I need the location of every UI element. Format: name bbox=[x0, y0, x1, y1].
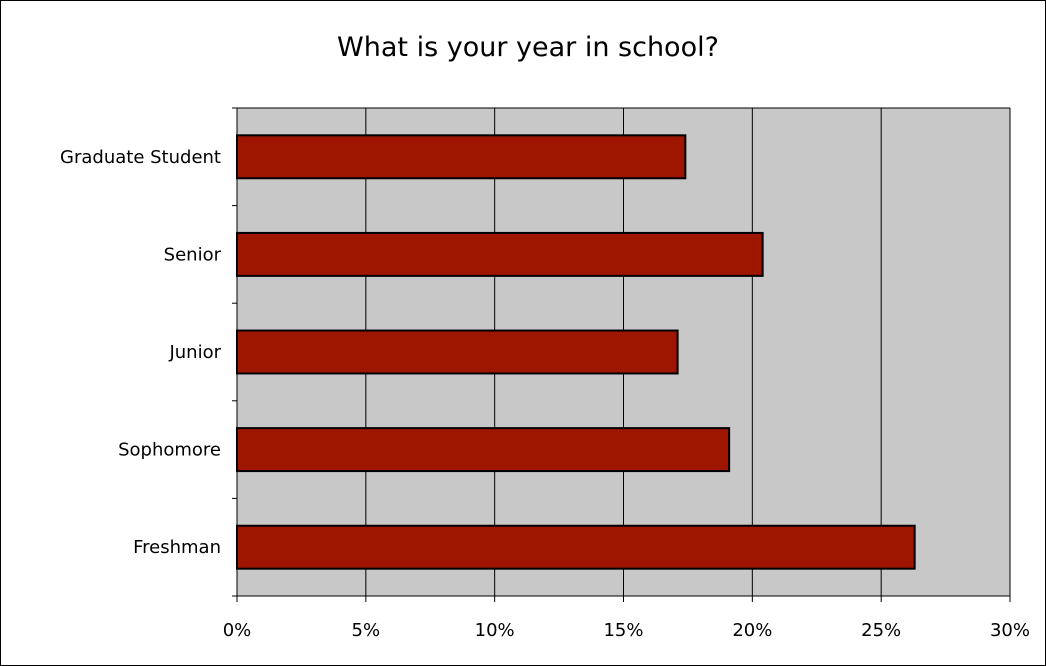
x-tick-label: 0% bbox=[223, 620, 252, 641]
bar bbox=[236, 134, 687, 180]
x-tick-label: 20% bbox=[732, 620, 772, 641]
bar bbox=[236, 427, 731, 473]
bar bbox=[236, 329, 679, 375]
x-tick-label: 10% bbox=[475, 620, 515, 641]
plot-area: Graduate Student Senior Junior Sophomore Fre… bbox=[60, 107, 1030, 641]
bar bbox=[236, 524, 916, 570]
category-label: Junior bbox=[168, 342, 221, 363]
x-tick-label: 30% bbox=[990, 620, 1030, 641]
category-label: Sophomore bbox=[118, 440, 221, 461]
x-tick-label: 15% bbox=[603, 620, 643, 641]
bar bbox=[236, 231, 764, 277]
category-label: Senior bbox=[164, 244, 222, 265]
chart-title: What is your year in school? bbox=[337, 32, 719, 63]
x-tick-label: 25% bbox=[861, 620, 901, 641]
category-label: Graduate Student bbox=[60, 147, 221, 168]
x-tick-label: 5% bbox=[352, 620, 381, 641]
category-label: Freshman bbox=[133, 537, 221, 558]
